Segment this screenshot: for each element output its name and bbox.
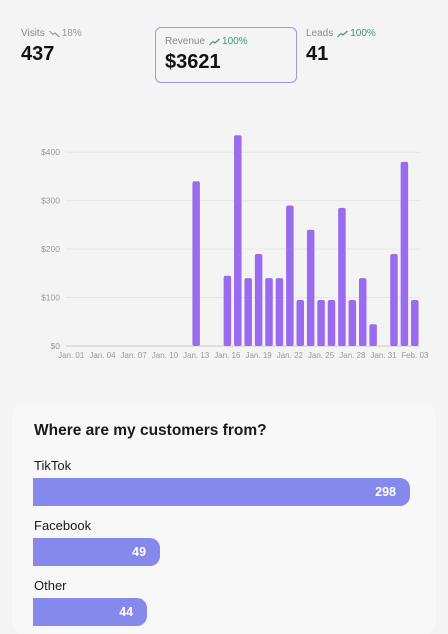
chart-bar[interactable] (223, 275, 232, 346)
chart-bar[interactable] (348, 299, 357, 346)
x-tick-label: Feb. 03 (401, 351, 429, 360)
leads-value: 41 (306, 43, 329, 65)
y-tick-label: $400 (41, 147, 60, 157)
chart-bar[interactable] (296, 299, 305, 346)
chart-bar[interactable] (400, 161, 409, 346)
chart-bar[interactable] (317, 299, 325, 346)
revenue-bar-chart: $0 $100 $200 $300 $400 Jan. 01 Jan. 04 Jan. 07 J… (41, 135, 429, 360)
revenue-chart: $0 $100 $200 $300 $400 Jan. 01 Jan. 04 Jan. 07 J… (0, 118, 448, 368)
source-bar[interactable]: 44 (33, 598, 148, 626)
trend-down-icon (48, 30, 60, 37)
x-tick-label: Jan. 19 (245, 351, 272, 360)
x-tick-label: Jan. 13 (183, 351, 210, 360)
stats-row: Visits 18% 437 Revenue 100% $3621 Leads … (0, 0, 448, 100)
visits-delta: 18% (48, 28, 82, 39)
chart-bar[interactable] (265, 278, 273, 346)
x-tick-label: Jan. 16 (214, 351, 241, 360)
source-bar[interactable]: 49 (33, 538, 161, 566)
customer-sources-title: Where are my customers from? (34, 422, 267, 439)
customer-sources-card: Where are my customers from? TikTok 298 Fa… (12, 404, 436, 634)
source-label: Facebook (34, 518, 92, 533)
x-tick-label: Jan. 10 (152, 351, 179, 360)
source-bar[interactable]: 298 (33, 478, 410, 506)
leads-delta: 100% (337, 28, 376, 39)
revenue-stat[interactable]: Revenue 100% $3621 (155, 27, 297, 83)
chart-bar[interactable] (275, 278, 284, 346)
visits-value: 437 (21, 43, 55, 65)
chart-bar[interactable] (358, 278, 367, 346)
source-value: 298 (375, 485, 396, 499)
trend-up-icon (337, 30, 349, 37)
y-tick-label: $300 (41, 196, 60, 206)
y-tick-label: $100 (41, 293, 60, 303)
x-tick-label: Jan. 04 (89, 351, 116, 360)
chart-bar[interactable] (338, 207, 346, 346)
revenue-delta-value: 100% (222, 36, 248, 47)
visits-stat[interactable]: Visits 18% 437 (21, 28, 82, 84)
chart-bar[interactable] (234, 135, 242, 346)
chart-bar[interactable] (306, 229, 315, 346)
chart-bar[interactable] (327, 299, 336, 346)
source-label: TikTok (34, 458, 72, 473)
x-tick-label: Jan. 25 (308, 351, 335, 360)
visits-label: Visits (21, 28, 45, 39)
y-tick-label: $200 (41, 244, 60, 254)
chart-bar[interactable] (286, 205, 294, 346)
leads-label: Leads (306, 28, 334, 39)
leads-delta-value: 100% (350, 28, 376, 39)
source-label: Other (34, 578, 67, 593)
x-tick-label: Jan. 22 (277, 351, 304, 360)
x-tick-label: Jan. 07 (121, 351, 148, 360)
chart-bar[interactable] (390, 253, 398, 346)
revenue-delta: 100% (209, 36, 248, 47)
chart-bar[interactable] (192, 181, 200, 346)
revenue-label: Revenue (165, 36, 206, 47)
chart-bar[interactable] (244, 278, 252, 346)
y-tick-label: $0 (51, 341, 61, 351)
revenue-value: $3621 (165, 51, 221, 73)
source-value: 44 (119, 605, 134, 619)
leads-stat[interactable]: Leads 100% 41 (306, 28, 376, 84)
chart-bar[interactable] (411, 299, 419, 346)
x-tick-label: Jan. 01 (58, 351, 85, 360)
visits-delta-value: 18% (61, 28, 82, 39)
x-tick-label: Jan. 28 (339, 351, 366, 360)
source-value: 49 (132, 545, 147, 559)
x-tick-label: Jan. 31 (370, 351, 397, 360)
chart-bar[interactable] (369, 324, 377, 346)
trend-up-icon (209, 38, 220, 45)
chart-bar[interactable] (254, 253, 263, 346)
